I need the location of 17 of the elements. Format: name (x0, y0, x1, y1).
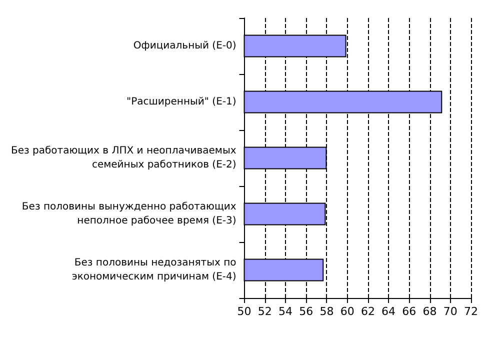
y-tick-label: Без половины недозанятых по экономическим причинам (Е-4) (72, 258, 236, 282)
x-tick-label: 62 (360, 305, 375, 318)
x-tick-label: 54 (278, 305, 292, 318)
x-tick-label: 68 (422, 305, 437, 318)
x-tick-label: 52 (258, 305, 272, 318)
x-tick-label: 58 (320, 305, 334, 318)
y-tick-label: "Расширенный" (Е-1) (126, 96, 236, 108)
y-tick-label: Без половины вынужденно работающих неполное рабочее время (Е-3) (22, 202, 236, 226)
x-tick-label: 70 (443, 305, 458, 318)
x-tick-label: 60 (340, 305, 354, 318)
x-tick-label: 56 (299, 305, 314, 318)
x-tick-label: 72 (464, 305, 478, 318)
x-tick-label: 64 (382, 305, 396, 318)
x-tick-label: 50 (237, 305, 252, 318)
x-tick-label: 66 (402, 305, 416, 318)
y-tick-label: Без работающих в ЛПХ и неоплачиваемых семейных работников (Е-2) (10, 146, 236, 170)
y-tick-label: Официальный (Е-0) (133, 40, 236, 52)
